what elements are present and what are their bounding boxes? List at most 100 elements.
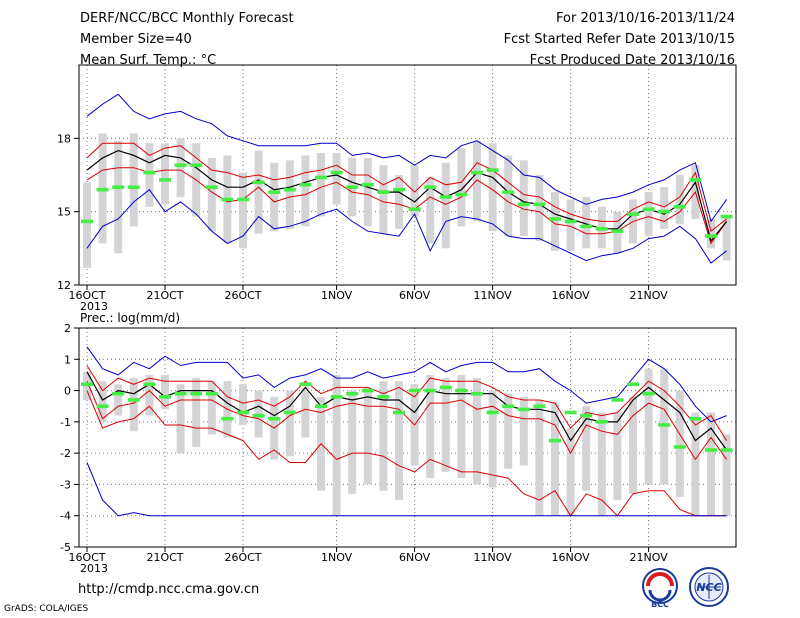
temp-median-bar [627,212,639,216]
prec-median-bar [127,398,140,402]
prec-xtick-label: 16OCT [68,551,105,564]
prec-xtick-label: 26OCT [224,551,261,564]
temp-series-min [86,93,728,223]
temp-median-bar [673,204,686,209]
prec-box [332,374,341,516]
prec-box [239,384,247,425]
prec-year-label: 2013 [80,562,108,575]
prec-ytick-label: -5 [60,541,71,554]
temp-xtick-label: 6NOV [399,289,431,302]
prec-box [551,403,559,516]
header-right: For 2013/10/16-2013/11/24 Fcst Started R… [504,11,735,74]
prec-median-bar [595,420,608,424]
temp-box [457,148,466,227]
prec-median-bar [143,382,156,387]
prec-series-p90 [86,365,728,441]
prec-xtick-label: 6NOV [399,551,431,564]
prec-median-bar [455,388,468,393]
temp-box [675,175,684,224]
prec-series-min [86,462,727,517]
prec-box [98,381,107,422]
prec-median-bar [330,395,343,399]
prec-median-bar [627,382,639,387]
temp-box [504,155,513,237]
temp-xtick-label: 16OCT [68,289,105,302]
temp-box [270,162,279,232]
prec-median-bar [424,388,437,393]
temp-box [239,172,247,249]
temp-median-bar [393,187,405,192]
prec-median-bar [673,445,686,449]
temp-box [535,175,544,241]
temp-median-bar [361,182,374,187]
prec-median-bar [439,385,452,390]
ncc-logo-text: NCC [696,581,721,594]
prec-ytick-label: -4 [60,510,71,523]
prec-xtick-label: 11NOV [473,551,512,564]
prec-box [519,396,528,466]
prec-median-bar [361,388,374,393]
bcc-logo-text: BCC [651,600,669,609]
prec-series-p10 [86,381,728,461]
temp-box [660,187,669,229]
temp-median-bar [471,170,483,175]
prec-median-bar [377,395,390,399]
ncc-logo: NCC [689,567,729,607]
temp-median-bar [549,217,561,221]
temp-median-bar [143,170,156,175]
temp-median-bar [439,195,452,199]
temp-median-bar [299,182,312,187]
temp-box [379,165,388,234]
temp-box [332,153,341,205]
temp-box [363,157,372,227]
temp-box [707,219,715,249]
prec-box [457,374,466,479]
temp-median-bar [455,192,468,197]
temp-median-bar [283,187,296,192]
prec-box [691,412,700,516]
prec-median-bar [315,404,327,409]
prec-box [504,393,513,469]
temp-box [644,192,653,237]
prec-ytick-label: -3 [60,478,71,491]
temp-median-bar [315,175,327,180]
temp-median-bar [517,202,530,207]
prec-box [176,384,185,454]
prec-box [582,406,591,491]
prec-median-bar [549,438,561,443]
temp-median-bar [81,219,93,224]
prec-box [363,387,372,485]
temp-median-bar [580,224,593,229]
prec-xtick-label: 1NOV [321,551,353,564]
temp-xtick-label: 26OCT [224,289,261,302]
temp-median-bar [268,190,281,194]
temp-median-bar [408,207,421,212]
temp-plot-frame [78,64,737,286]
source-url: http://cmdp.ncc.cma.gov.cn [78,582,260,597]
prec-xtick-label: 16NOV [551,551,590,564]
header-left: DERF/NCC/BCC Monthly Forecast Member Siz… [80,11,294,74]
prec-box [644,368,653,485]
temp-median-bar [96,187,109,192]
prec-box [192,378,201,447]
temp-box [722,216,731,261]
prec-box [441,378,450,472]
prec-series-p10_low [86,390,727,517]
prec-median-bar [517,407,530,412]
prec-box [566,428,575,516]
started-date: Fcst Started Refer Date 2013/10/15 [503,32,735,47]
prec-ytick-label: 1 [64,353,71,366]
temp-box [176,138,185,197]
temp-median-bar [174,163,187,168]
prec-median-bar [502,404,515,409]
temp-ytick-label: 15 [57,206,71,219]
temp-box [551,192,559,251]
prec-median-bar [221,416,234,421]
temp-median-bar [252,180,265,185]
temp-box [145,143,154,207]
temp-box [161,143,169,205]
temp-box [566,199,575,251]
prec-median-bar [611,398,624,402]
temp-box [519,160,528,237]
prec-plot-frame [78,327,737,548]
